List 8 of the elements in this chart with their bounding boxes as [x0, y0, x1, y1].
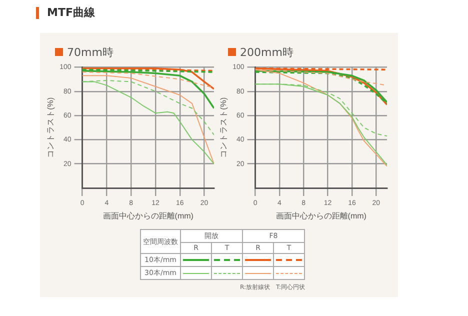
x-axis-title: 画面中心からの距離(mm): [102, 211, 194, 220]
y-axis-title: コントラスト(%): [46, 97, 56, 158]
chart-title: 200mm時: [240, 46, 294, 59]
y-axis-title: コントラスト(%): [219, 97, 228, 158]
x-axis-title: 画面中心からの距離(mm): [276, 211, 367, 220]
text: MTF曲線: [47, 6, 95, 19]
chart-title: 70mm時: [67, 46, 114, 59]
line-series: [82, 72, 214, 88]
